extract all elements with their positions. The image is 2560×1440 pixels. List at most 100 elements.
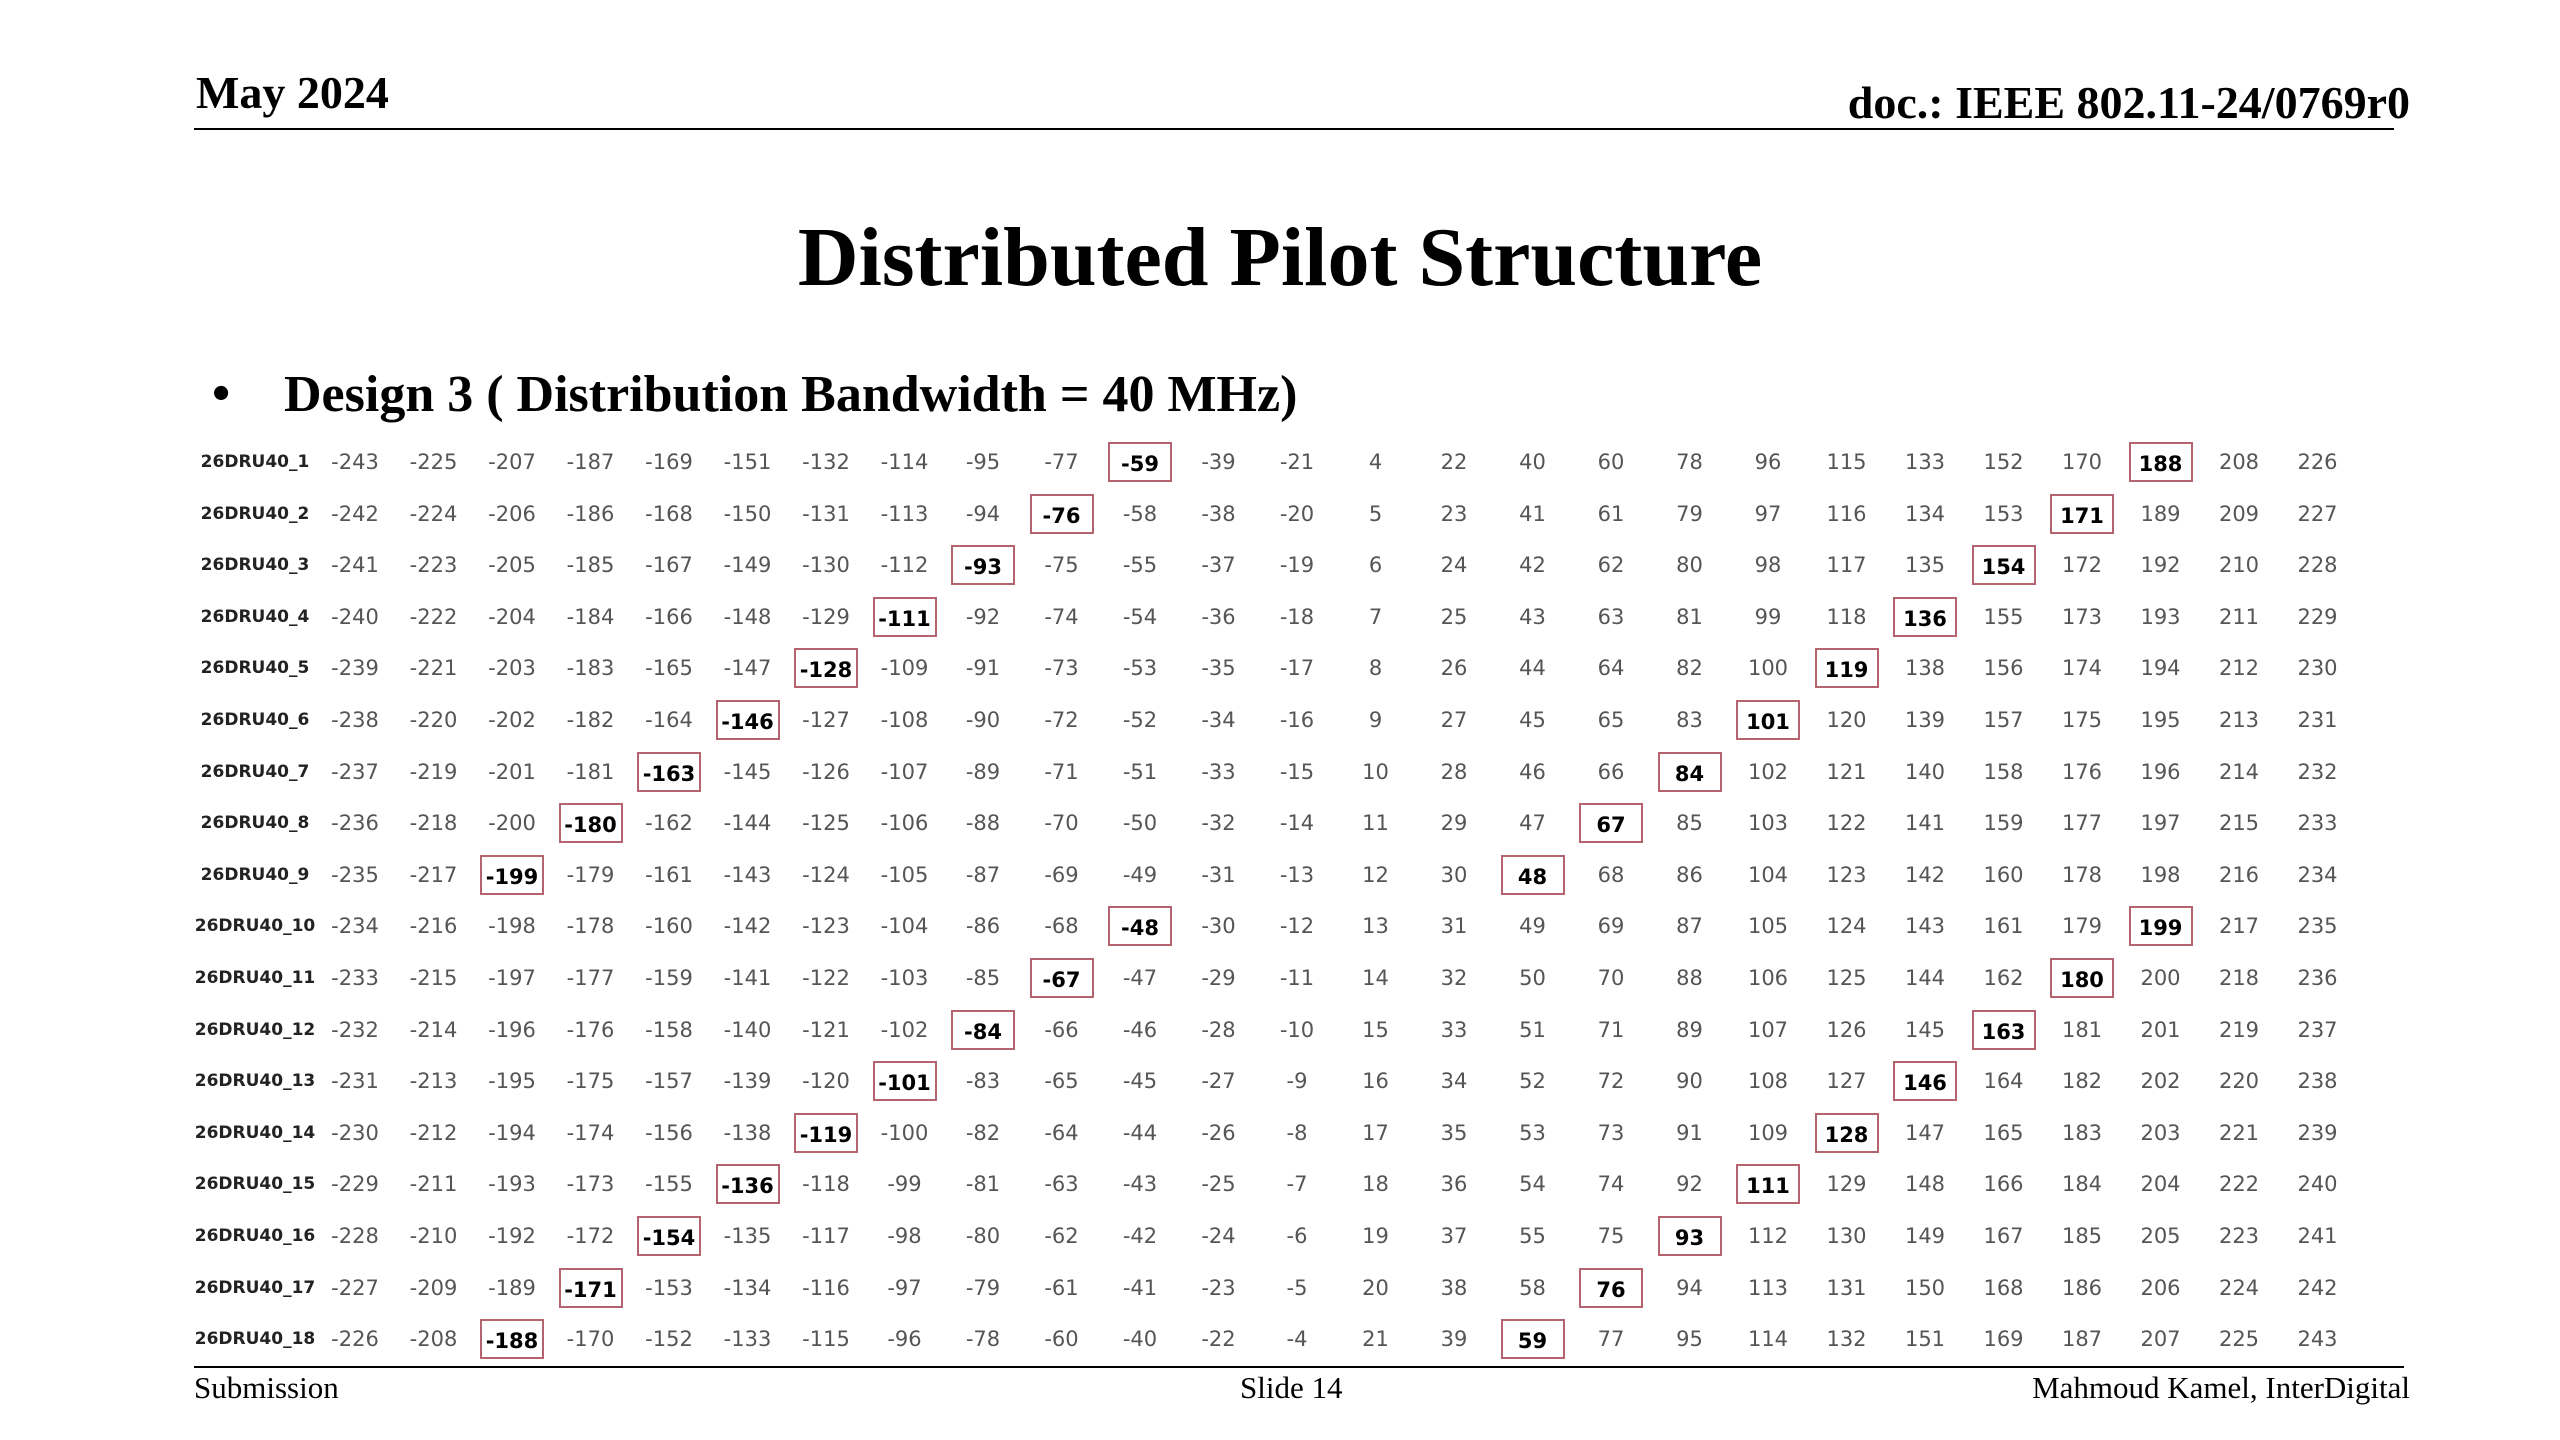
tone-cell: -104 (880, 914, 929, 939)
tone-cell: 14 (1362, 966, 1389, 990)
tone-cell: -197 (488, 966, 536, 990)
tone-cell: -40 (1122, 1327, 1158, 1352)
tone-cell: 164 (1983, 1069, 2024, 1094)
tone-cell: -31 (1201, 862, 1236, 887)
tone-cell: 160 (1983, 862, 2024, 887)
tone-cell: -43 (1122, 1172, 1158, 1197)
tone-cell: 4 (1368, 450, 1383, 474)
tone-cell: -117 (802, 1224, 850, 1248)
tone-cell: 195 (2140, 708, 2181, 732)
tone-cell: 172 (2061, 553, 2103, 578)
tone-cell: -166 (645, 604, 693, 629)
pilot-tone-cell: 136 (1893, 596, 1957, 637)
tone-cell: 130 (1826, 1224, 1867, 1248)
tone-cell: 112 (1747, 1224, 1789, 1248)
tone-cell: -29 (1201, 966, 1236, 990)
pilot-tone-cell: 111 (1736, 1164, 1800, 1205)
tone-cell: 182 (2061, 1069, 2103, 1094)
pilot-tone-cell: 93 (1657, 1216, 1722, 1256)
tone-cell: -233 (331, 966, 379, 990)
tone-cell: 123 (1826, 862, 1867, 887)
tone-cell: -102 (880, 1017, 929, 1042)
tone-cell: -36 (1201, 604, 1236, 629)
tone-cell: 219 (2218, 1017, 2260, 1042)
tone-cell: 70 (1597, 966, 1625, 990)
tone-cell: 39 (1440, 1327, 1468, 1352)
tone-cell: -217 (409, 862, 458, 887)
tone-cell: 23 (1440, 501, 1468, 526)
tone-cell: 150 (1904, 1275, 1946, 1300)
tone-cell: 40 (1519, 450, 1546, 474)
tone-cell: -106 (880, 811, 929, 836)
tone-cell: -94 (965, 501, 1001, 526)
tone-cell: -60 (1044, 1327, 1079, 1352)
row-label: 26DRU40_10 (194, 916, 316, 937)
tone-cell: -192 (488, 1224, 536, 1248)
tone-cell: 152 (1983, 450, 2024, 474)
tone-cell: 71 (1597, 1017, 1625, 1042)
tone-cell: -135 (723, 1224, 772, 1248)
tone-cell: -206 (488, 501, 536, 526)
tone-cell: -177 (566, 966, 615, 990)
tone-cell: 214 (2218, 759, 2260, 784)
tone-cell: -61 (1044, 1275, 1079, 1300)
tone-cell: 98 (1754, 553, 1782, 578)
tone-cell: -54 (1122, 604, 1158, 629)
pilot-tone-cell: -128 (794, 648, 858, 689)
tone-cell: 197 (2140, 811, 2181, 836)
tone-cell: 227 (2297, 501, 2338, 526)
tone-cell: -193 (488, 1172, 536, 1197)
tone-cell: -96 (887, 1327, 922, 1352)
tone-cell: 78 (1676, 450, 1703, 474)
tone-cell: -91 (965, 656, 1001, 681)
tone-cell: 102 (1747, 759, 1789, 784)
tone-cell: 153 (1983, 501, 2024, 526)
tone-cell: -6 (1286, 1224, 1308, 1248)
tone-cell: -89 (965, 759, 1001, 784)
tone-cell: -231 (331, 1069, 379, 1094)
tone-cell: 54 (1519, 1172, 1546, 1197)
tone-cell: 29 (1440, 811, 1468, 836)
tone-cell: -205 (488, 553, 536, 578)
tone-cell: -99 (887, 1172, 922, 1197)
tone-cell: 72 (1597, 1069, 1625, 1094)
tone-cell: 58 (1519, 1275, 1546, 1300)
tone-cell: 69 (1597, 914, 1625, 939)
tone-cell: -189 (488, 1275, 536, 1300)
tone-cell: 8 (1368, 656, 1383, 681)
tone-cell: -20 (1279, 501, 1315, 526)
tone-cell: -204 (488, 604, 536, 629)
tone-cell: -218 (409, 811, 458, 836)
tone-cell: -240 (331, 604, 379, 629)
tone-cell: 62 (1597, 553, 1625, 578)
tone-cell: -238 (331, 708, 379, 732)
tone-cell: -124 (802, 862, 850, 887)
tone-cell: -159 (645, 966, 693, 990)
tone-cell: -16 (1279, 708, 1315, 732)
tone-cell: 32 (1440, 966, 1468, 990)
tone-cell: 169 (1983, 1327, 2024, 1352)
tone-cell: 120 (1826, 708, 1867, 732)
tone-cell: 179 (2061, 914, 2103, 939)
tone-cell: 139 (1904, 708, 1946, 732)
tone-cell: 200 (2140, 966, 2181, 990)
tone-cell: -170 (566, 1327, 615, 1352)
tone-cell: -130 (802, 553, 850, 578)
tone-cell: 157 (1983, 708, 2024, 732)
tone-cell: -232 (331, 1017, 379, 1042)
tone-cell: -33 (1201, 759, 1236, 784)
tone-cell: -50 (1122, 811, 1158, 836)
row-label: 26DRU40_14 (194, 1122, 316, 1143)
tone-cell: 126 (1826, 1017, 1867, 1042)
tone-cell: -122 (802, 966, 850, 990)
tone-cell: 97 (1754, 501, 1782, 526)
tone-cell: -58 (1122, 501, 1158, 526)
tone-cell: 148 (1904, 1172, 1946, 1197)
row-label: 26DRU40_1 (200, 452, 310, 472)
tone-cell: 87 (1676, 914, 1703, 939)
tone-cell: 125 (1826, 966, 1867, 990)
row-label: 26DRU40_7 (200, 761, 310, 782)
tone-cell: 138 (1904, 656, 1946, 681)
tone-cell: 85 (1676, 811, 1703, 836)
tone-cell: 133 (1904, 450, 1946, 474)
